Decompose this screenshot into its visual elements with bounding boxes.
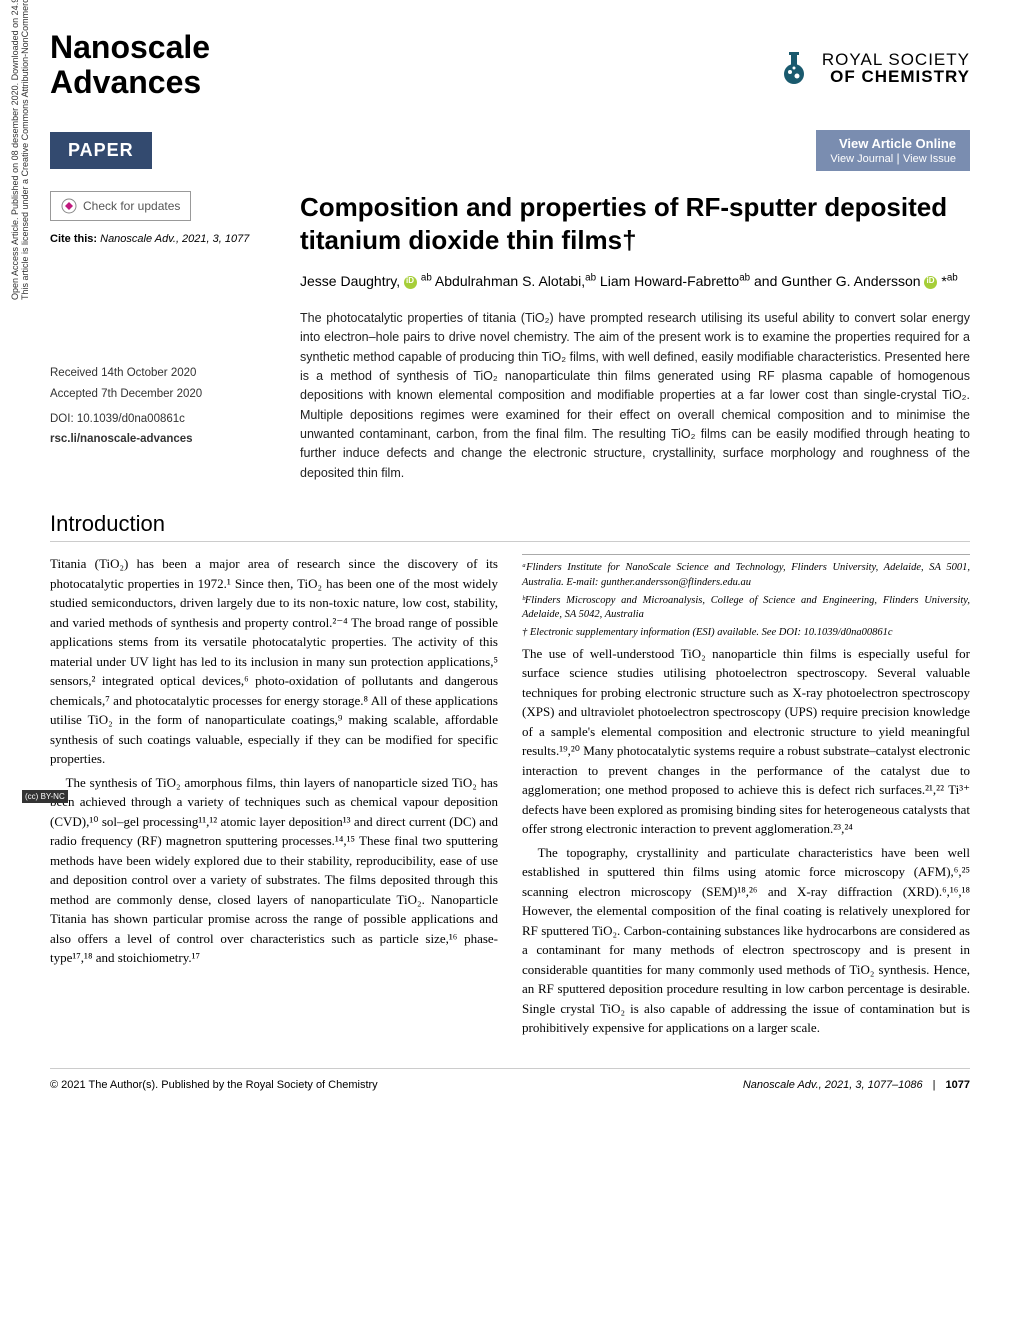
metadata-sidebar: Check for updates Cite this: Nanoscale A… bbox=[50, 191, 270, 483]
affiliations: ᵃFlinders Institute for NanoScale Scienc… bbox=[522, 554, 970, 640]
article-title: Composition and properties of RF-sputter… bbox=[300, 191, 970, 256]
crossmark-icon bbox=[61, 198, 77, 214]
rsc-link[interactable]: rsc.li/nanoscale-advances bbox=[50, 431, 270, 448]
orcid-icon[interactable] bbox=[924, 276, 937, 289]
view-issue-link[interactable]: View Issue bbox=[903, 153, 956, 165]
cc-badge-icon: (cc) BY-NC bbox=[22, 790, 68, 803]
abstract: The photocatalytic properties of titania… bbox=[300, 309, 970, 483]
flask-icon bbox=[776, 50, 812, 86]
page-number: 1077 bbox=[946, 1079, 970, 1091]
publisher-society: ROYAL SOCIETY bbox=[822, 51, 970, 68]
introduction-heading: Introduction bbox=[50, 511, 970, 542]
cite-this: Cite this: Nanoscale Adv., 2021, 3, 1077 bbox=[50, 233, 270, 245]
doi: DOI: 10.1039/d0na00861c bbox=[50, 411, 270, 428]
view-journal-link[interactable]: View Journal bbox=[830, 153, 893, 165]
accepted-date: Accepted 7th December 2020 bbox=[50, 386, 270, 403]
received-date: Received 14th October 2020 bbox=[50, 365, 270, 382]
license-sidebar: Open Access Article. Published on 08 des… bbox=[10, 0, 30, 300]
publisher-of: OF CHEMISTRY bbox=[822, 68, 970, 85]
view-article-online-link[interactable]: View Article Online bbox=[830, 136, 956, 151]
orcid-icon[interactable] bbox=[404, 276, 417, 289]
check-updates-label: Check for updates bbox=[83, 199, 180, 213]
footer: © 2021 The Author(s). Published by the R… bbox=[50, 1068, 970, 1091]
body-text: Titania (TiO₂) has been a major area of … bbox=[50, 554, 970, 1037]
copyright: © 2021 The Author(s). Published by the R… bbox=[50, 1079, 378, 1091]
check-updates-button[interactable]: Check for updates bbox=[50, 191, 191, 221]
view-links: View Article Online View Journal | View … bbox=[816, 130, 970, 171]
publisher-logo: ROYAL SOCIETY OF CHEMISTRY bbox=[776, 50, 970, 86]
paper-badge: PAPER bbox=[50, 132, 152, 169]
footer-citation: Nanoscale Adv., 2021, 3, 1077–1086 bbox=[743, 1079, 923, 1091]
authors: Jesse Daughtry, ab Abdulrahman S. Alotab… bbox=[300, 270, 970, 292]
